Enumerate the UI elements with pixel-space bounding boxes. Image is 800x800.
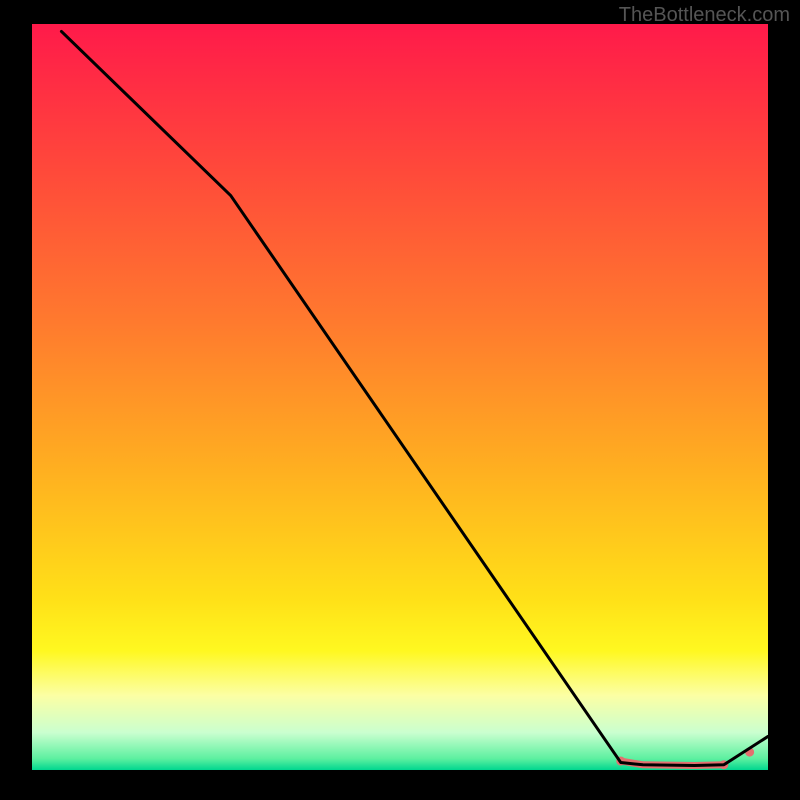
main-line bbox=[61, 31, 768, 765]
attribution-text: TheBottleneck.com bbox=[619, 4, 790, 27]
chart-svg bbox=[0, 0, 800, 800]
